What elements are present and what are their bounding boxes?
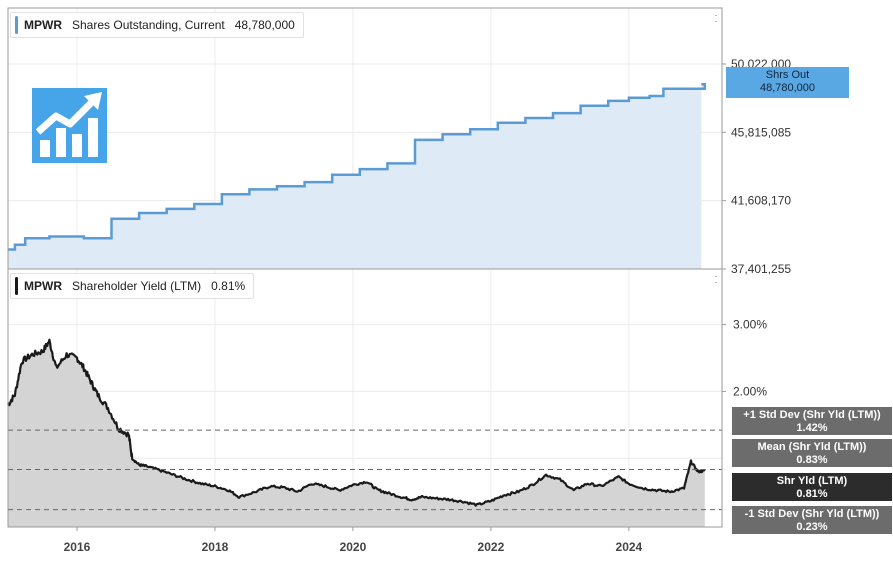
x-tick-label: 2016 bbox=[64, 540, 91, 554]
shares-out-flag: Shrs Out 48,780,000 bbox=[726, 67, 849, 98]
top-y-tick-label: 37,401,255 bbox=[731, 262, 791, 276]
top-legend-value: 48,780,000 bbox=[234, 18, 295, 32]
x-tick-label: 2022 bbox=[478, 540, 505, 554]
bottom-legend-ticker: MPWR bbox=[24, 279, 62, 293]
plus-1-std-dev-label: +1 Std Dev (Shr Yld (LTM)) bbox=[743, 409, 881, 421]
shares-area-fill bbox=[8, 84, 705, 269]
top-legend-metric: Shares Outstanding, Current bbox=[72, 18, 225, 32]
bottom-y-tick-label: 3.00% bbox=[733, 318, 767, 332]
reference-lines bbox=[8, 429, 722, 511]
panel-frame bbox=[7, 7, 723, 528]
bottom-legend-value: 0.81% bbox=[211, 279, 246, 293]
yield-series-line bbox=[7, 338, 706, 507]
top-legend-swatch bbox=[15, 16, 18, 34]
top-y-tick-label: 45,815,085 bbox=[731, 125, 791, 139]
plus-1-std-dev-flag: +1 Std Dev (Shr Yld (LTM)) 1.42% bbox=[731, 406, 893, 436]
bottom-legend-swatch bbox=[15, 277, 18, 295]
plus-1-std-dev-value: 1.42% bbox=[796, 422, 828, 434]
x-tick-label: 2018 bbox=[202, 540, 229, 554]
yield-area-fill bbox=[8, 339, 705, 527]
bottom-panel-border bbox=[7, 268, 723, 528]
shr-yld-flag: Shr Yld (LTM) 0.81% bbox=[731, 472, 893, 502]
x-tick-label: 2024 bbox=[616, 540, 643, 554]
trend-chart-icon bbox=[35, 92, 102, 157]
bottom-legend-metric: Shareholder Yield (LTM) bbox=[72, 279, 202, 293]
shares-out-flag-label: Shrs Out bbox=[765, 69, 810, 81]
shr-yld-label: Shr Yld (LTM) bbox=[776, 475, 848, 487]
yield-area bbox=[7, 338, 706, 527]
top-panel-menu-icon[interactable]: · · bbox=[714, 10, 718, 26]
top-legend-ticker: MPWR bbox=[24, 18, 62, 32]
minus-1-std-dev-flag: -1 Std Dev (Shr Yld (LTM)) 0.23% bbox=[731, 505, 893, 535]
company-logo bbox=[32, 88, 107, 163]
bottom-legend[interactable]: MPWR Shareholder Yield (LTM) 0.81% bbox=[10, 273, 255, 299]
x-tick-label: 2020 bbox=[340, 540, 367, 554]
mean-label: Mean (Shr Yld (LTM)) bbox=[757, 441, 867, 453]
shr-yld-value: 0.81% bbox=[796, 488, 828, 500]
shares-out-flag-value: 48,780,000 bbox=[759, 82, 816, 94]
top-legend[interactable]: MPWR Shares Outstanding, Current 48,780,… bbox=[10, 12, 304, 38]
bottom-y-tick-label: 2.00% bbox=[733, 384, 767, 398]
minus-1-std-dev-value: 0.23% bbox=[796, 521, 828, 533]
top-y-tick-label: 41,608,170 bbox=[731, 194, 791, 208]
mean-flag: Mean (Shr Yld (LTM)) 0.83% bbox=[731, 438, 893, 468]
shares-series-line bbox=[8, 82, 707, 251]
mean-value: 0.83% bbox=[796, 454, 828, 466]
minus-1-std-dev-label: -1 Std Dev (Shr Yld (LTM)) bbox=[744, 508, 880, 520]
bottom-panel-menu-icon[interactable]: · · bbox=[714, 271, 718, 287]
shares-area bbox=[8, 82, 707, 269]
